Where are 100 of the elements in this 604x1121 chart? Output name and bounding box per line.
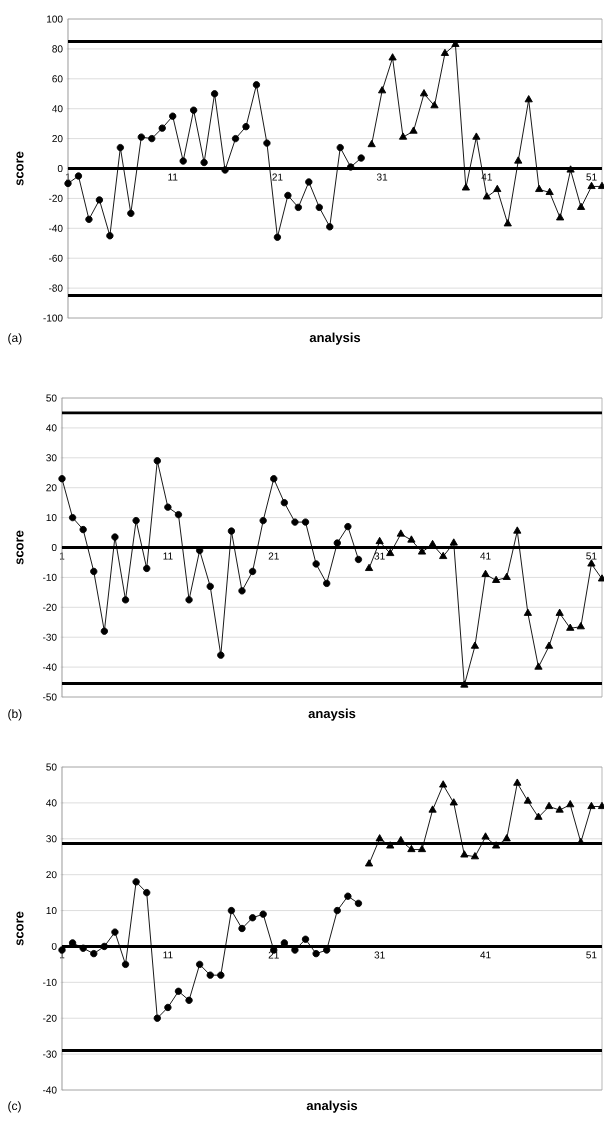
y-tick-label: 60	[52, 75, 63, 83]
y-tick-label: -40	[42, 1086, 57, 1094]
point	[315, 203, 323, 212]
point	[100, 627, 108, 635]
point	[294, 203, 302, 212]
point	[364, 563, 374, 571]
point	[132, 878, 140, 886]
y-tick-label: 10	[46, 514, 57, 522]
point	[492, 841, 501, 849]
point	[535, 184, 544, 192]
point	[90, 567, 98, 576]
point	[398, 132, 408, 140]
y-tick-label: 0	[51, 942, 57, 950]
point	[566, 800, 575, 808]
y-tick-label: -60	[48, 254, 63, 262]
point	[259, 910, 267, 918]
point	[301, 518, 310, 526]
point	[566, 623, 575, 631]
point	[544, 641, 554, 649]
point	[121, 960, 130, 969]
point	[545, 187, 554, 195]
point	[58, 475, 66, 483]
y-tick-label: 40	[46, 799, 57, 807]
point	[116, 143, 124, 152]
point	[344, 892, 352, 900]
point	[354, 899, 363, 908]
point	[238, 924, 246, 933]
point	[470, 641, 480, 649]
point	[481, 832, 490, 840]
point	[217, 651, 225, 659]
y-tick-label: -20	[42, 603, 57, 611]
point	[524, 95, 533, 103]
x-tick-label: 41	[481, 173, 492, 181]
point	[534, 662, 543, 670]
y-tick-label: 20	[52, 135, 63, 143]
x-tick-label: 11	[168, 173, 178, 181]
point	[587, 181, 596, 189]
y-tick-label: -30	[42, 1050, 57, 1058]
point	[409, 126, 418, 134]
point	[460, 680, 469, 688]
point	[502, 834, 511, 842]
x-tick-label: 41	[480, 951, 491, 959]
point	[143, 564, 151, 573]
point	[291, 518, 299, 526]
point	[137, 133, 145, 141]
x-tick-label: 31	[374, 552, 385, 560]
point	[576, 622, 585, 630]
point	[227, 906, 236, 915]
point	[210, 90, 219, 98]
point	[514, 156, 523, 164]
point	[357, 154, 365, 162]
point	[493, 184, 502, 192]
point	[195, 960, 204, 969]
point	[544, 801, 554, 810]
point	[174, 510, 183, 519]
point	[449, 538, 458, 546]
point	[190, 106, 198, 114]
x-tick-label: 31	[374, 951, 385, 959]
y-tick-label: -30	[42, 633, 57, 641]
point	[164, 503, 172, 511]
y-tick-label: -50	[42, 693, 57, 701]
y-tick-label: 50	[46, 394, 57, 402]
point	[74, 172, 83, 180]
point	[85, 215, 93, 223]
x-tick-label: 1	[59, 552, 65, 560]
y-tick-label: 40	[46, 424, 57, 432]
point	[185, 596, 193, 604]
y-tick-label: 20	[46, 484, 57, 492]
y-tick-label: 50	[46, 763, 57, 771]
y-tick-label: 40	[52, 105, 63, 113]
point	[556, 213, 565, 221]
point	[127, 209, 135, 218]
point	[248, 914, 257, 922]
point	[323, 579, 331, 588]
point	[248, 567, 257, 576]
point	[428, 805, 437, 813]
y-tick-label: 100	[47, 15, 63, 23]
point	[523, 796, 532, 804]
x-tick-label: 21	[272, 173, 283, 181]
x-tick-label: 11	[163, 951, 173, 959]
point	[347, 163, 355, 171]
point	[449, 798, 458, 806]
point	[333, 906, 341, 915]
y-tick-label: -10	[42, 978, 57, 986]
x-tick-label: 51	[586, 552, 597, 560]
point	[430, 101, 439, 109]
point	[111, 533, 119, 541]
x-tick-label: 21	[268, 552, 279, 560]
point	[378, 86, 387, 94]
y-tick-label: 10	[46, 907, 57, 915]
point	[375, 834, 384, 842]
point	[206, 971, 214, 979]
point	[555, 608, 564, 616]
point	[231, 134, 240, 143]
x-tick-label: 1	[65, 173, 71, 181]
text: (a)	[8, 333, 22, 345]
x-tick-label: 31	[376, 173, 388, 181]
point	[270, 475, 278, 483]
point	[555, 805, 564, 813]
y-tick-label: -20	[48, 194, 63, 202]
